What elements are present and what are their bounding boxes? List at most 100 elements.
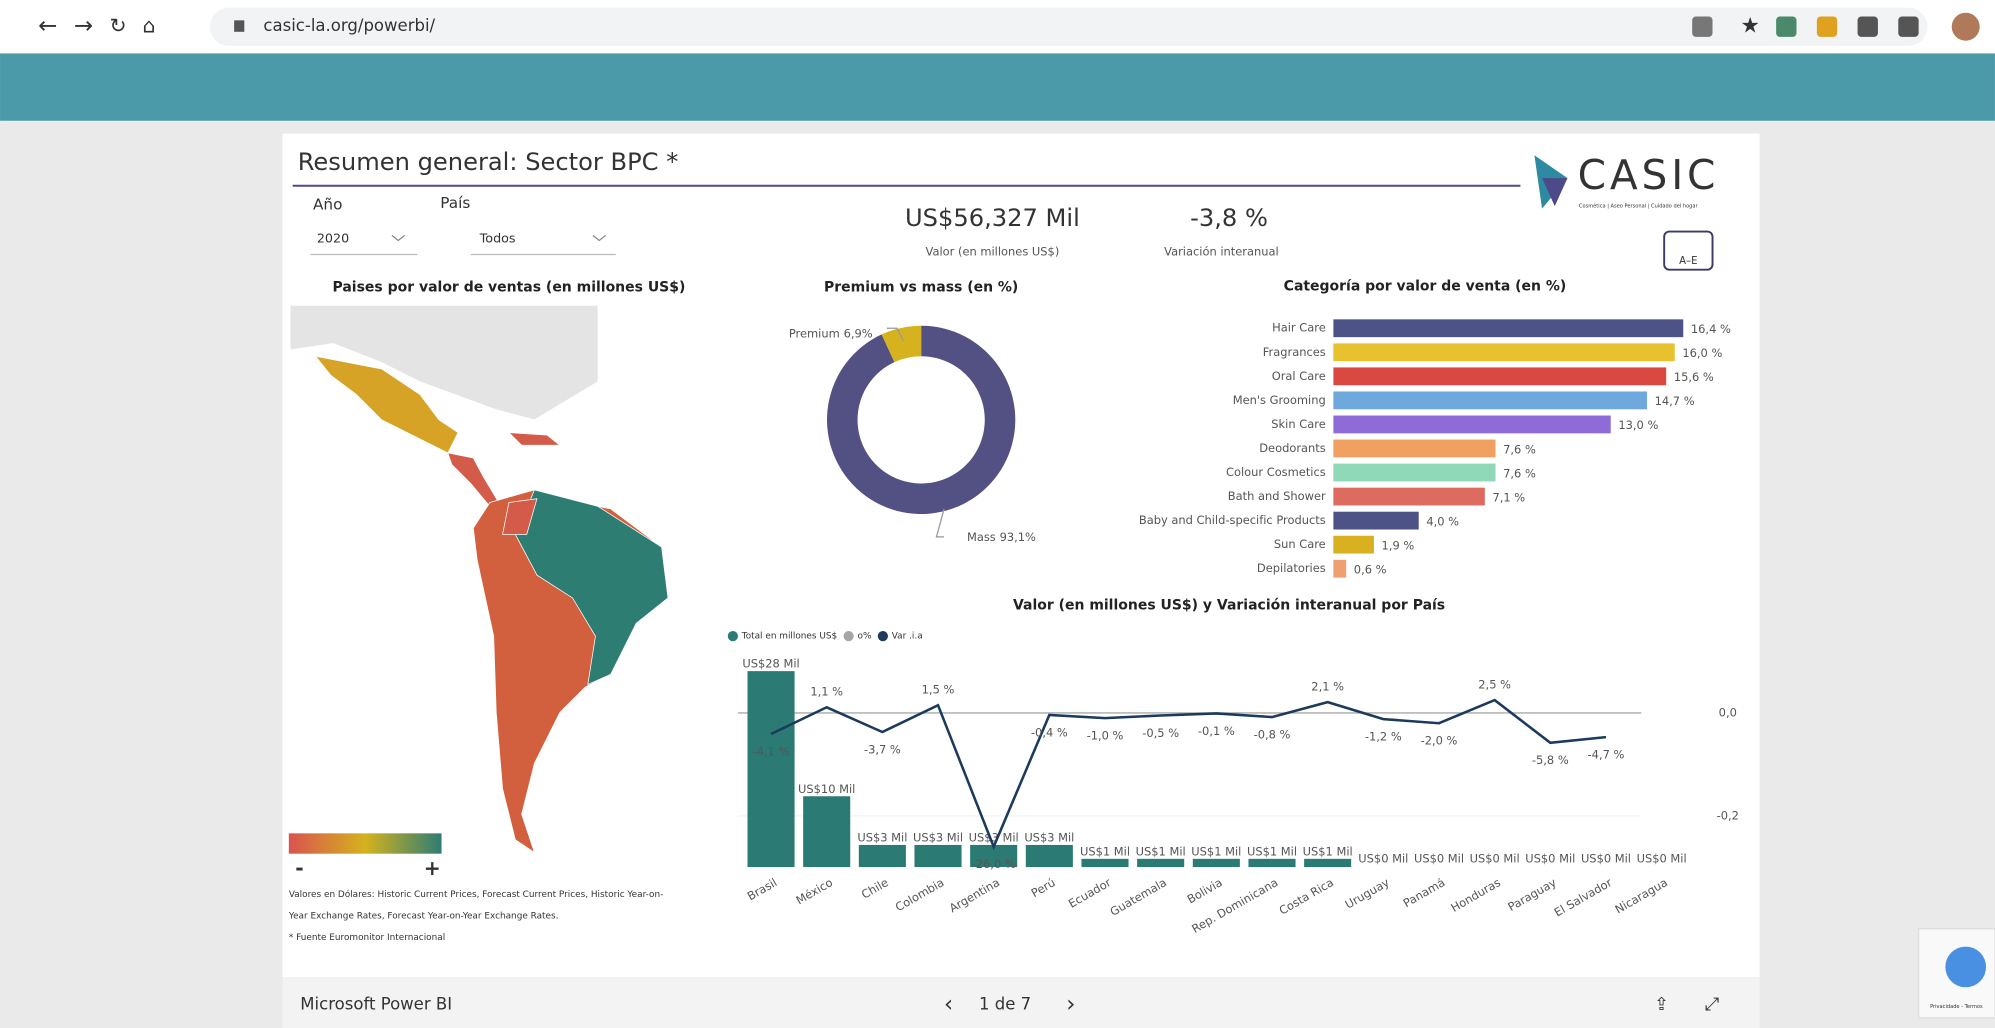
map-title: Paises por valor de ventas (en millones …	[333, 280, 686, 296]
url: casic-la.org/powerbi/	[263, 16, 435, 35]
value-label: US$3 Mil	[913, 830, 963, 844]
share-button[interactable]: ⇪	[1654, 994, 1669, 1015]
filter-value[interactable]: Todos	[479, 231, 516, 246]
filter-label: Año	[313, 195, 342, 213]
legend-label: o%	[858, 632, 872, 642]
category-label: Bath and Shower	[1228, 489, 1326, 503]
bar	[1193, 859, 1239, 866]
legend-marker	[728, 631, 738, 641]
bar	[1305, 859, 1351, 866]
kpi-value: US$56,327 Mil	[905, 204, 1080, 232]
slice-label: Premium 6,9%	[789, 326, 873, 340]
address-bar[interactable]	[210, 8, 1928, 46]
filter-label: País	[440, 194, 470, 212]
recaptcha-text: Privacidade - Termos	[1930, 1004, 1983, 1010]
value-label: -0,4 %	[1031, 725, 1068, 739]
value-label: US$10 Mil	[798, 782, 855, 796]
value-label: -1,0 %	[1087, 728, 1124, 742]
legend-marker	[878, 631, 888, 641]
page-indicator: 1 de 7	[979, 995, 1031, 1014]
scale-low: -	[295, 856, 303, 880]
category: Premium	[789, 326, 840, 340]
value-label: 6,9%	[844, 326, 873, 340]
value-label: 7,6 %	[1503, 442, 1536, 456]
bar	[1249, 859, 1295, 866]
footer-brand: Microsoft Power BI	[300, 995, 452, 1014]
bar	[1333, 440, 1495, 458]
note: Year Exchange Rates, Forecast Year-on-Ye…	[288, 912, 559, 922]
value-label: -4,7 %	[1588, 747, 1625, 761]
logo-tagline: Cosmética | Aseo Personal | Cuidado del …	[1579, 203, 1699, 210]
bookmark-star[interactable]: ★	[1741, 14, 1760, 39]
chart-title: Valor (en millones US$) y Variación inte…	[1013, 598, 1445, 614]
kpi-label: Variación interanual	[1164, 244, 1279, 258]
bar	[1082, 859, 1128, 866]
value-label: 15,6 %	[1674, 370, 1714, 384]
value-label: 2,1 %	[1311, 679, 1344, 693]
bar	[1333, 560, 1346, 578]
body: ← → ↻ ⌂ casic-la.org/powerbi/ ★ Resumen …	[0, 0, 1995, 1028]
value-label: 0,6 %	[1354, 562, 1387, 576]
value-label: US$0 Mil	[1525, 851, 1575, 865]
value-label: US$0 Mil	[1581, 851, 1631, 865]
value-label: 16,0 %	[1682, 346, 1722, 360]
note: Valores en Dólares: Historic Current Pri…	[289, 889, 664, 900]
report-title: Resumen general: Sector BPC *	[298, 148, 679, 176]
value-label: US$3 Mil	[969, 830, 1019, 844]
value-label: 14,7 %	[1655, 394, 1695, 408]
value-label: 7,1 %	[1492, 490, 1525, 504]
category-label: Deodorants	[1259, 441, 1326, 455]
map-scale	[289, 833, 442, 853]
bar	[804, 797, 850, 867]
legend-label: Total en millones US$	[741, 632, 837, 642]
filter-value[interactable]: 2020	[317, 231, 349, 246]
kpi-label: Valor (en millones US$)	[926, 244, 1060, 258]
category-label: Fragrances	[1263, 345, 1326, 359]
value-label: -5,8 %	[1532, 753, 1569, 767]
value-label: US$0 Mil	[1414, 851, 1464, 865]
bar	[1333, 488, 1484, 506]
y2-tick-label: 0,0	[1719, 705, 1737, 719]
screen: ← → ↻ ⌂ casic-la.org/powerbi/ ★ Resumen …	[0, 0, 1995, 1028]
value-label: -26,0 %	[972, 857, 1016, 871]
category-label: Men's Grooming	[1233, 393, 1326, 407]
page: Power BI report {"browser":{"url":"casic…	[0, 0, 1995, 1028]
kpi-value: -3,8 %	[1190, 204, 1268, 232]
home-button[interactable]: ⌂	[143, 14, 156, 38]
prev-page[interactable]: ‹	[944, 992, 953, 1018]
value-label: US$3 Mil	[857, 830, 907, 844]
reload-button[interactable]: ↻	[109, 14, 126, 38]
value-label: US$0 Mil	[1470, 851, 1520, 865]
category-label: Skin Care	[1271, 417, 1325, 431]
category-label: Oral Care	[1272, 369, 1326, 383]
category-label: Sun Care	[1274, 537, 1326, 551]
forward-button[interactable]: →	[74, 13, 93, 39]
value-label: US$3 Mil	[1024, 830, 1074, 844]
value-label: US$1 Mil	[1080, 844, 1130, 858]
back-button[interactable]: ←	[38, 13, 57, 39]
bar	[1333, 416, 1610, 434]
note: * Fuente Euromonitor Internacional	[289, 933, 445, 943]
category-label: Hair Care	[1272, 321, 1326, 335]
value-label: 1,1 %	[810, 685, 843, 699]
fullscreen-button[interactable]: ⤢	[1705, 994, 1720, 1015]
value-label: 1,5 %	[922, 682, 955, 696]
value-label: -2,0 %	[1421, 734, 1458, 748]
value-label: US$0 Mil	[1637, 851, 1687, 865]
lock-icon	[234, 20, 244, 31]
value-label: US$1 Mil	[1247, 844, 1297, 858]
value-label: US$28 Mil	[742, 657, 799, 671]
bar	[748, 672, 794, 867]
bar	[1333, 464, 1495, 482]
next-page[interactable]: ›	[1066, 992, 1075, 1018]
value-label: -0,8 %	[1254, 727, 1291, 741]
value-label: 16,4 %	[1691, 322, 1731, 336]
value-label: 2,5 %	[1478, 677, 1511, 691]
value-label: 93,1%	[1000, 529, 1036, 543]
category-label: Colour Cosmetics	[1226, 465, 1326, 479]
bar	[1333, 319, 1683, 337]
legend-marker	[844, 631, 854, 641]
site-header	[0, 53, 1995, 120]
bar	[1333, 536, 1374, 554]
value-label: 7,6 %	[1503, 466, 1536, 480]
